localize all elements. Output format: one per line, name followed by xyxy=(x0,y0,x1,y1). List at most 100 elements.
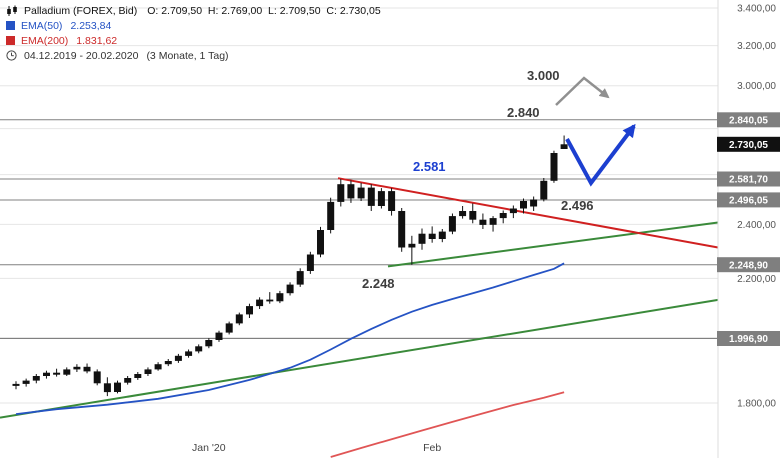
trendlines xyxy=(0,177,719,419)
resistance-trendline xyxy=(337,177,719,249)
candle xyxy=(154,362,162,371)
price-annotation: 2.581 xyxy=(413,159,446,174)
level-price-box: 2.496,05 xyxy=(717,192,780,208)
price-tick-label: 3.000,00 xyxy=(737,81,776,92)
level-price-boxes: 2.840,05 2.581,70 2.496,05 2.248,90 1.996,90 xyxy=(717,112,780,346)
candles xyxy=(12,135,568,397)
candle xyxy=(489,216,497,232)
date-range: 04.12.2019 - 20.02.2020 xyxy=(24,49,139,62)
candle xyxy=(357,182,365,201)
candle xyxy=(12,381,20,390)
ema50-line xyxy=(15,262,565,415)
price-annotation: 3.000 xyxy=(527,68,560,83)
price-tick-label: 2.200,00 xyxy=(737,274,776,285)
date-range-row: 04.12.2019 - 20.02.2020 (3 Monate, 1 Tag) xyxy=(6,48,381,63)
candle xyxy=(479,213,487,229)
candle xyxy=(296,268,304,287)
ema50-legend[interactable]: EMA(50) 2.253,84 xyxy=(6,18,381,33)
candle xyxy=(225,321,233,335)
price-axis-labels: 3.400,00 3.200,00 3.000,00 2.400,00 2.200,00… xyxy=(737,4,776,410)
price-tick-label: 2.400,00 xyxy=(737,220,776,231)
candle xyxy=(134,372,142,380)
level-price-box: 2.248,90 xyxy=(717,257,780,273)
price-tick-label: 1.800,00 xyxy=(737,398,776,409)
gridlines xyxy=(0,7,718,404)
svg-text:2.730,05: 2.730,05 xyxy=(729,140,768,151)
current-price-box: 2.730,05 xyxy=(717,136,780,152)
support-trendline-short xyxy=(387,221,719,268)
candle xyxy=(418,228,426,250)
candle xyxy=(337,178,345,207)
candle xyxy=(540,178,548,202)
candle xyxy=(144,367,152,376)
candle xyxy=(32,374,40,384)
candle xyxy=(509,205,517,219)
candle xyxy=(124,376,132,385)
candle xyxy=(83,363,91,374)
svg-text:1.996,90: 1.996,90 xyxy=(729,334,768,345)
svg-text:2.581,70: 2.581,70 xyxy=(729,175,768,186)
candle xyxy=(317,226,324,258)
candle xyxy=(530,196,538,211)
svg-text:2.840,05: 2.840,05 xyxy=(729,115,768,126)
candle xyxy=(408,235,416,265)
candle xyxy=(286,282,294,296)
candle xyxy=(459,206,467,219)
candle xyxy=(560,135,568,149)
level-lines xyxy=(0,119,718,340)
price-tick-label: 3.200,00 xyxy=(737,41,776,52)
candle xyxy=(306,251,314,274)
candle xyxy=(43,370,50,379)
instrument-title: Palladium (FOREX, Bid) xyxy=(24,4,138,17)
candle xyxy=(276,290,284,304)
ema200-swatch xyxy=(6,36,15,45)
chart-header: Palladium (FOREX, Bid) O: 2.709,50 H: 2.7… xyxy=(6,3,381,63)
candle xyxy=(215,330,223,342)
x-axis-labels: Jan '20 Feb xyxy=(192,442,441,454)
level-price-box: 2.581,70 xyxy=(717,171,780,187)
x-axis-label: Feb xyxy=(423,442,441,454)
clock-icon xyxy=(6,50,20,62)
candle xyxy=(327,197,335,234)
candle xyxy=(266,292,274,304)
candle xyxy=(235,312,243,326)
candle xyxy=(164,359,172,367)
ema50-label: EMA(50) xyxy=(21,19,63,32)
forecast-arrows xyxy=(555,76,636,187)
candle xyxy=(93,369,101,386)
candle xyxy=(63,367,71,376)
candle xyxy=(550,150,558,183)
candle xyxy=(428,226,436,243)
candle xyxy=(103,377,111,397)
candle xyxy=(185,349,193,358)
candle xyxy=(73,364,81,372)
ohlc-values: O: 2.709,50 H: 2.769,00 L: 2.709,50 C: 2… xyxy=(147,4,381,17)
candle xyxy=(520,198,527,214)
candle xyxy=(22,378,30,387)
candle xyxy=(53,368,61,377)
candle xyxy=(367,184,375,211)
price-tick-label: 3.400,00 xyxy=(737,4,776,15)
current-price-box: 2.730,05 xyxy=(717,136,780,152)
price-annotation: 2.496 xyxy=(561,198,594,213)
candle xyxy=(246,303,253,318)
range-detail: (3 Monate, 1 Tag) xyxy=(146,49,229,62)
chart-annotations: 3.000 2.840 2.581 2.496 2.248 xyxy=(362,68,594,291)
level-price-box: 1.996,90 xyxy=(717,331,780,346)
instrument-row: Palladium (FOREX, Bid) O: 2.709,50 H: 2.7… xyxy=(6,3,381,18)
svg-text:2.496,05: 2.496,05 xyxy=(729,196,768,207)
svg-text:2.248,90: 2.248,90 xyxy=(729,260,768,271)
candle xyxy=(448,213,456,235)
candle xyxy=(469,203,477,224)
candlestick-icon xyxy=(6,5,20,17)
ema200-legend[interactable]: EMA(200) 1.831,62 xyxy=(6,33,381,48)
candle xyxy=(377,188,385,209)
forecast-arrow-gray xyxy=(555,76,610,106)
ema200-value: 1.831,62 xyxy=(76,34,118,47)
ema50-swatch xyxy=(6,21,15,30)
candle xyxy=(398,208,406,252)
ema200-label: EMA(200) xyxy=(21,34,69,47)
candle xyxy=(114,380,121,394)
